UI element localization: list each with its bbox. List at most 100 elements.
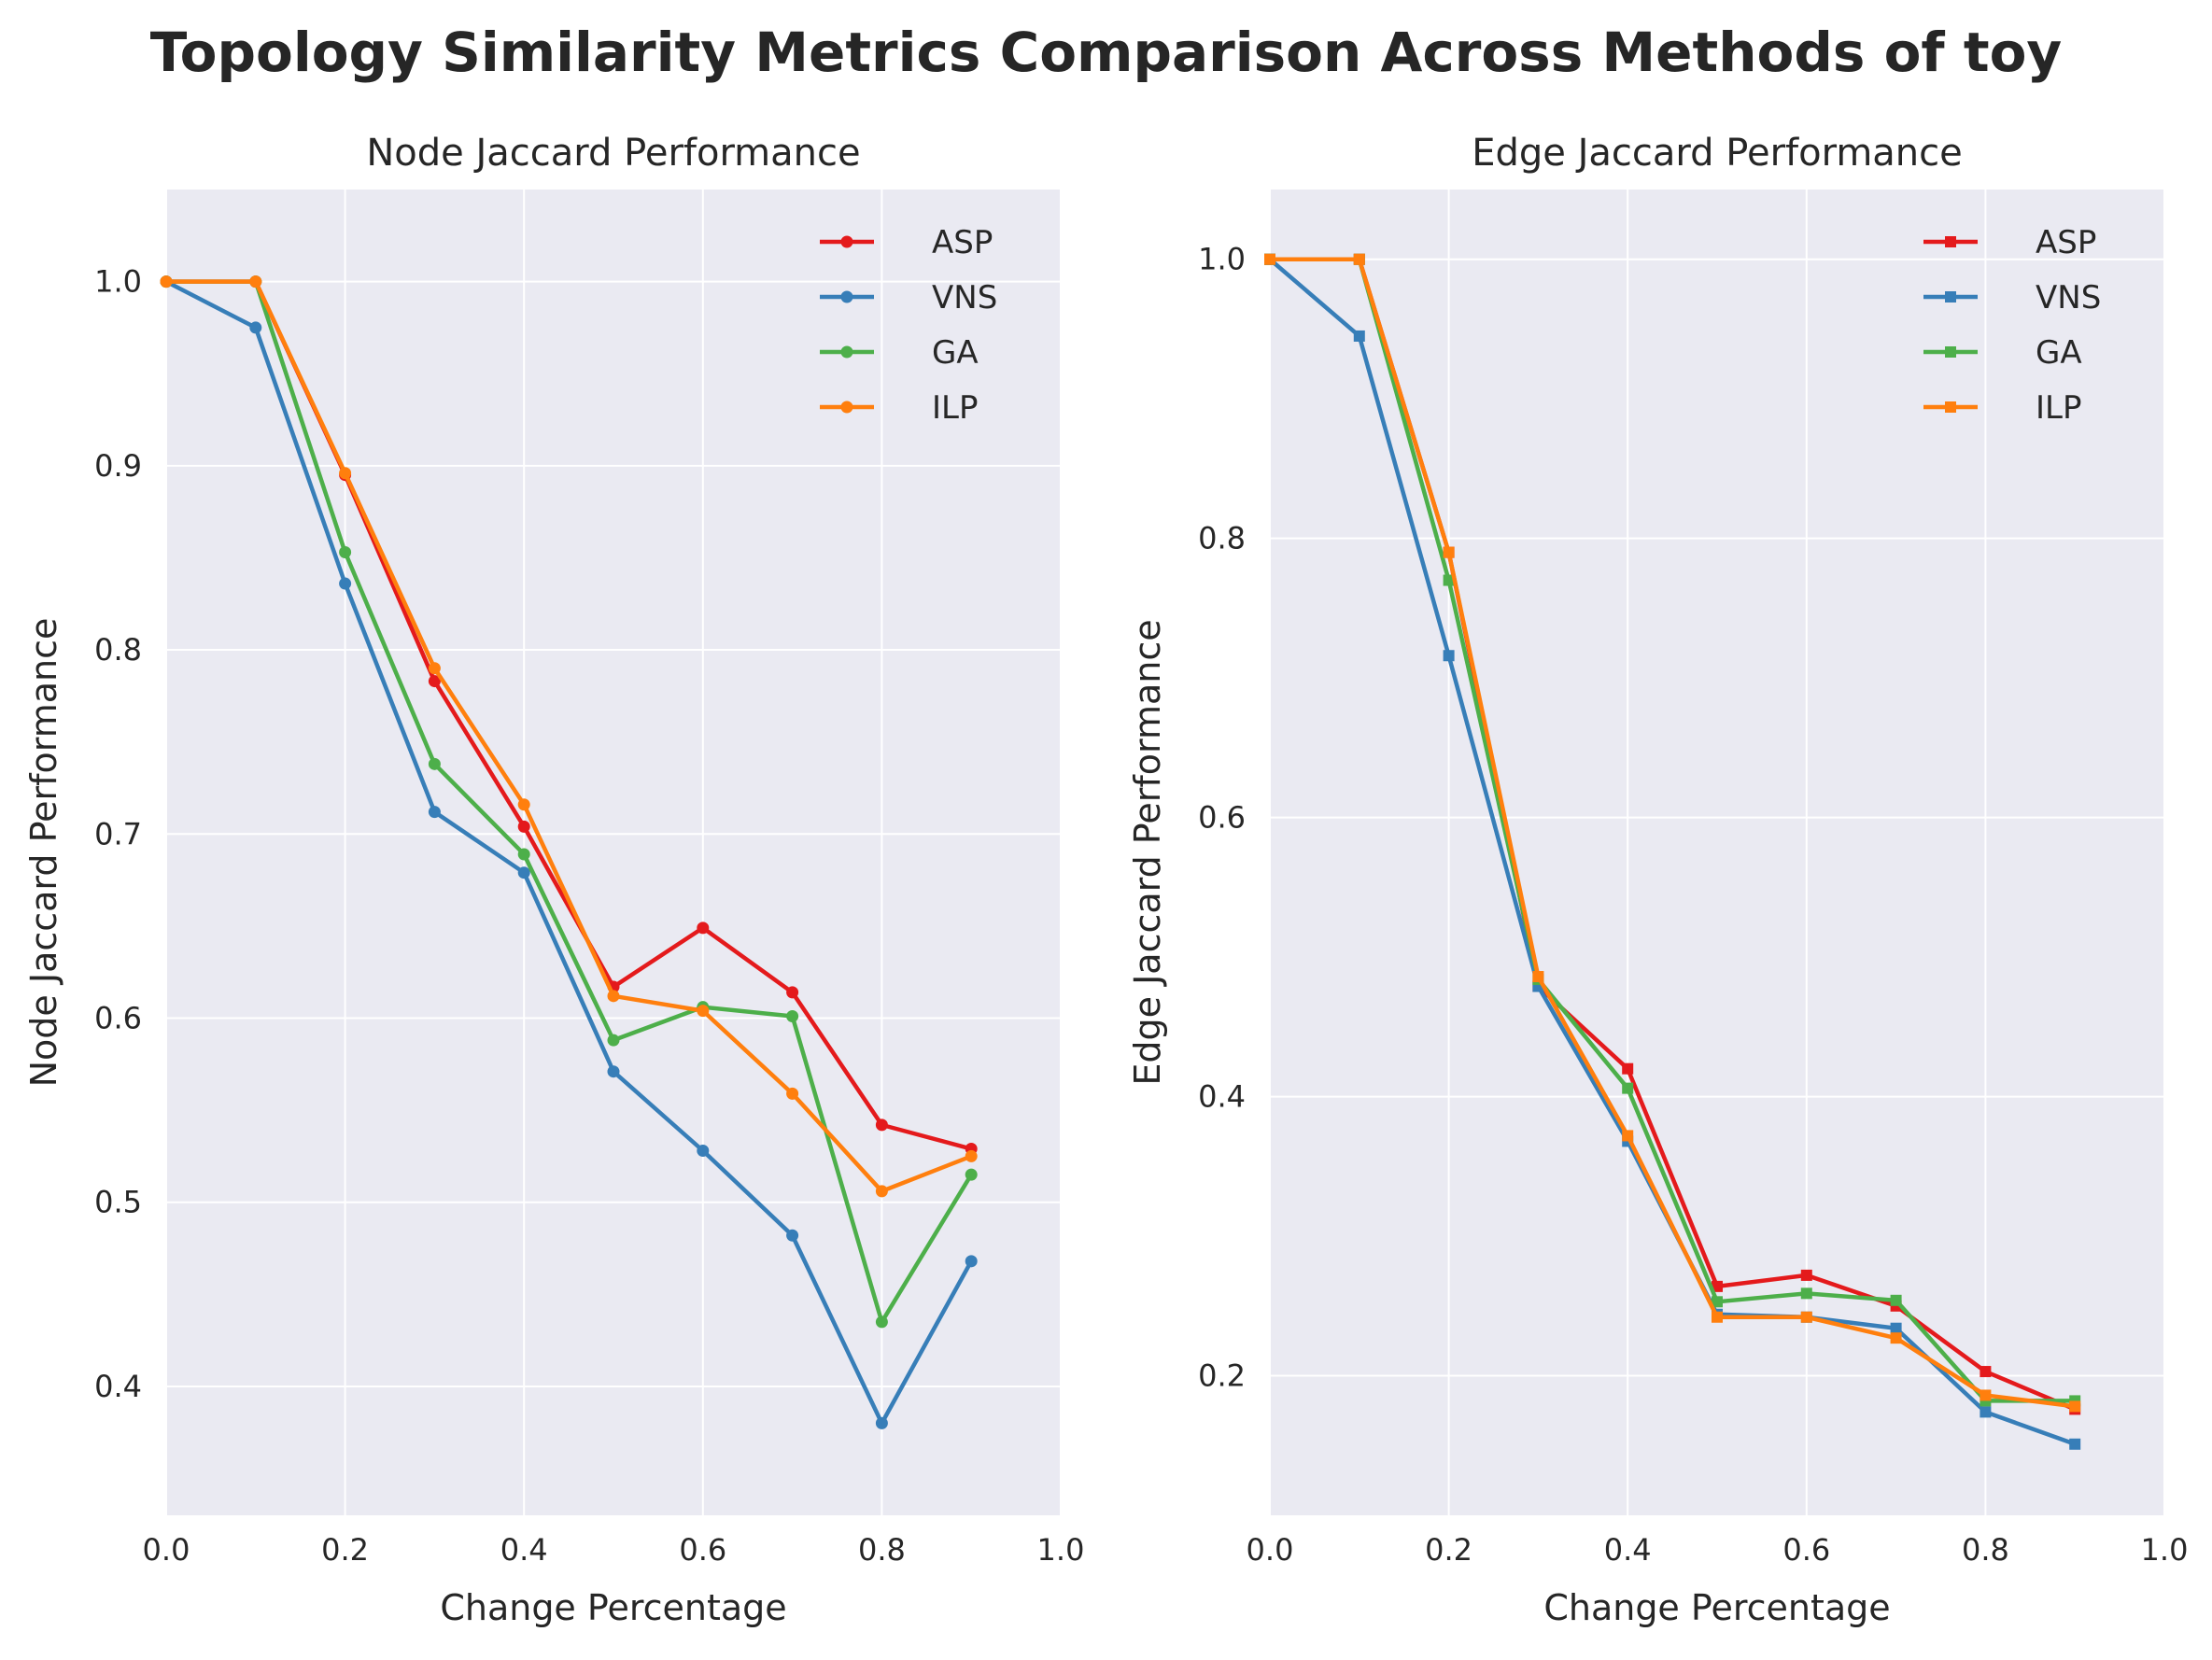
y-tick-label: 0.9 bbox=[94, 448, 142, 484]
legend-label: VNS bbox=[932, 279, 997, 317]
legend-marker bbox=[840, 401, 853, 414]
data-point bbox=[517, 866, 530, 879]
series-line bbox=[166, 279, 974, 1325]
y-tick-label: 1.0 bbox=[94, 264, 142, 300]
data-point bbox=[428, 757, 441, 770]
data-point bbox=[339, 467, 352, 480]
legend-label: VNS bbox=[2036, 279, 2101, 317]
x-axis-label: Change Percentage bbox=[1543, 1587, 1890, 1628]
data-point bbox=[1800, 1269, 1812, 1281]
legend-marker bbox=[1945, 346, 1956, 358]
legend-marker bbox=[1945, 236, 1956, 247]
x-tick-label: 1.0 bbox=[1037, 1532, 1085, 1568]
y-tick-label: 0.6 bbox=[94, 1001, 142, 1036]
data-point bbox=[1890, 1322, 1902, 1334]
legend: ASP VNS GA ILP bbox=[820, 224, 997, 427]
data-point bbox=[607, 1034, 620, 1047]
x-tick-label: 0.8 bbox=[1962, 1532, 2009, 1568]
data-point bbox=[786, 1229, 799, 1242]
data-point bbox=[428, 806, 441, 819]
x-tick-label: 0.4 bbox=[1604, 1532, 1652, 1568]
y-tick-label: 1.0 bbox=[1198, 242, 1246, 277]
legend-label: GA bbox=[932, 334, 979, 372]
data-point bbox=[1712, 1311, 1723, 1323]
subplot-title: Node Jaccard Performance bbox=[366, 132, 860, 175]
data-point bbox=[875, 1315, 888, 1329]
series-line bbox=[1270, 257, 2076, 1403]
series-ilp bbox=[1264, 253, 2081, 1413]
data-point bbox=[786, 986, 799, 999]
data-point bbox=[786, 1087, 799, 1100]
y-tick-label: 0.4 bbox=[1198, 1079, 1246, 1115]
plot-area bbox=[1270, 190, 2164, 1515]
data-point bbox=[875, 1185, 888, 1198]
legend-label: ILP bbox=[2036, 389, 2081, 427]
data-point bbox=[697, 1005, 710, 1018]
data-point bbox=[1532, 971, 1544, 983]
data-point bbox=[1890, 1294, 1902, 1306]
data-point bbox=[1622, 1082, 1634, 1094]
data-point bbox=[1980, 1406, 1992, 1418]
legend-marker bbox=[1945, 401, 1956, 413]
data-point bbox=[249, 321, 262, 334]
y-tick-label: 0.2 bbox=[1198, 1358, 1246, 1394]
x-tick-label: 0.2 bbox=[321, 1532, 369, 1568]
data-point bbox=[249, 275, 262, 288]
data-point bbox=[1353, 253, 1365, 265]
subplot-1: 0.0 0.2 0.4 0.6 0.8 1.0 0.4 0.5 0.6 0.7 0.8 0.9 1.0 N… bbox=[23, 132, 1084, 1628]
data-point bbox=[428, 675, 441, 688]
x-tick-label: 0.0 bbox=[1247, 1532, 1294, 1568]
subplot-title: Edge Jaccard Performance bbox=[1472, 132, 1963, 175]
data-point bbox=[517, 820, 530, 833]
data-point bbox=[1622, 1062, 1634, 1075]
data-point bbox=[1264, 253, 1275, 265]
x-axis-label: Change Percentage bbox=[440, 1587, 786, 1628]
y-tick-label: 0.4 bbox=[94, 1369, 142, 1404]
x-tick-label: 0.2 bbox=[1425, 1532, 1472, 1568]
figure-title: Topology Similarity Metrics Comparison A… bbox=[149, 21, 2063, 84]
data-point bbox=[2069, 1438, 2081, 1450]
legend-label: ASP bbox=[932, 224, 993, 261]
data-point bbox=[1443, 650, 1455, 662]
legend-marker bbox=[1945, 291, 1956, 302]
series-line bbox=[1270, 257, 2076, 1409]
plot-area bbox=[166, 190, 1061, 1515]
x-tick-label: 0.6 bbox=[679, 1532, 726, 1568]
series-line bbox=[164, 279, 974, 1426]
data-point bbox=[339, 577, 352, 590]
y-tick-label: 0.5 bbox=[94, 1185, 142, 1220]
data-point bbox=[517, 798, 530, 811]
y-tick-label: 0.8 bbox=[1198, 521, 1246, 556]
data-point bbox=[1712, 1280, 1723, 1292]
data-point bbox=[1443, 546, 1455, 558]
legend-label: ASP bbox=[2036, 224, 2096, 261]
series-ga bbox=[160, 275, 978, 1329]
data-point bbox=[428, 662, 441, 675]
data-point bbox=[1622, 1130, 1634, 1142]
y-axis-label: Edge Jaccard Performance bbox=[1127, 619, 1168, 1085]
data-point bbox=[875, 1118, 888, 1132]
legend-marker bbox=[840, 345, 853, 359]
legend-marker bbox=[840, 290, 853, 303]
data-point bbox=[2069, 1400, 2081, 1413]
data-point bbox=[965, 1255, 978, 1268]
data-point bbox=[697, 1145, 710, 1157]
data-point bbox=[1980, 1389, 1992, 1401]
x-tick-label: 0.0 bbox=[143, 1532, 190, 1568]
x-tick-label: 0.6 bbox=[1782, 1532, 1830, 1568]
y-tick-label: 0.7 bbox=[94, 816, 142, 851]
data-point bbox=[1890, 1332, 1902, 1344]
data-point bbox=[1353, 330, 1365, 342]
y-tick-label: 0.6 bbox=[1198, 800, 1246, 836]
x-tick-label: 0.8 bbox=[858, 1532, 906, 1568]
data-point bbox=[965, 1149, 978, 1162]
data-point bbox=[1800, 1287, 1812, 1300]
legend-label: ILP bbox=[932, 389, 978, 427]
subplot-2: 0.0 0.2 0.4 0.6 0.8 1.0 0.2 0.4 0.6 0.8 1.0 Edge Ja… bbox=[1127, 132, 2188, 1628]
data-point bbox=[517, 848, 530, 861]
y-tick-label: 0.8 bbox=[94, 632, 142, 668]
data-point bbox=[1980, 1366, 1992, 1378]
series-line bbox=[166, 279, 973, 1194]
data-point bbox=[786, 1010, 799, 1023]
